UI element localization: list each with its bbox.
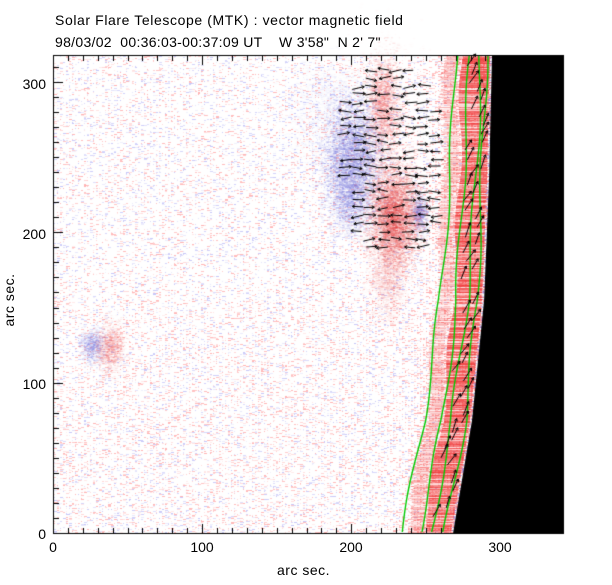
x-tick-label-200: 200 — [339, 539, 363, 555]
y-tick-label-0: 0 — [38, 526, 46, 542]
y-axis-title: arc sec. — [1, 273, 17, 327]
x-tick-label-0: 0 — [49, 539, 57, 555]
x-tick-label-100: 100 — [190, 539, 214, 555]
x-tick-label-300: 300 — [488, 539, 512, 555]
plot-subtitle: 98/03/02 00:36:03-00:37:09 UT W 3'58" N … — [55, 34, 381, 50]
y-tick-label-100: 100 — [22, 376, 46, 392]
plot-title: Solar Flare Telescope (MTK) : vector mag… — [55, 12, 404, 28]
y-tick-label-200: 200 — [22, 226, 46, 242]
x-axis-title: arc sec. — [277, 562, 331, 578]
y-tick-label-300: 300 — [22, 76, 46, 92]
